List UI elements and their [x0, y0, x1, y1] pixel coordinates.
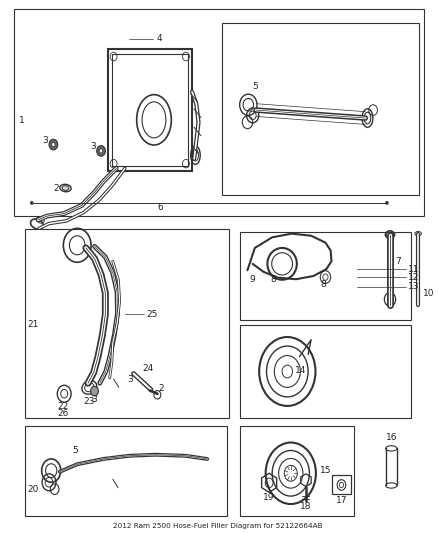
Bar	[240, 325, 411, 418]
Bar	[25, 425, 227, 516]
Text: 3: 3	[90, 142, 96, 151]
Text: 7: 7	[395, 257, 401, 265]
Circle shape	[49, 139, 58, 150]
Bar	[240, 232, 411, 319]
Text: 10: 10	[423, 288, 434, 297]
Text: 11: 11	[408, 265, 419, 273]
Text: 17: 17	[336, 496, 347, 505]
Text: 24: 24	[142, 364, 153, 373]
Text: 15: 15	[320, 466, 332, 475]
Text: 9: 9	[250, 274, 255, 284]
Text: 6: 6	[157, 203, 163, 212]
Bar	[332, 475, 351, 495]
Text: 8: 8	[270, 274, 276, 284]
Bar	[108, 49, 192, 171]
Text: 3: 3	[42, 136, 48, 145]
Text: 20: 20	[28, 484, 39, 494]
Bar	[223, 22, 420, 195]
Text: 2: 2	[159, 384, 164, 393]
Text: 19: 19	[263, 493, 275, 502]
Bar	[240, 425, 354, 516]
Text: 13: 13	[408, 282, 419, 291]
Text: 1: 1	[19, 116, 25, 125]
Text: 5: 5	[72, 446, 78, 455]
Circle shape	[99, 149, 103, 153]
Text: 12: 12	[408, 272, 419, 281]
Text: 8: 8	[321, 280, 326, 289]
Text: 21: 21	[28, 320, 39, 329]
Circle shape	[386, 201, 388, 205]
Text: 23: 23	[84, 397, 95, 406]
Text: 5: 5	[253, 82, 258, 91]
Circle shape	[91, 386, 99, 396]
Text: 16: 16	[385, 433, 397, 442]
Text: 18: 18	[300, 502, 312, 511]
Text: 2012 Ram 2500 Hose-Fuel Filler Diagram for 52122664AB: 2012 Ram 2500 Hose-Fuel Filler Diagram f…	[113, 523, 323, 529]
Text: 14: 14	[295, 366, 307, 375]
Circle shape	[97, 146, 106, 156]
Bar	[25, 229, 229, 418]
Text: 3: 3	[127, 375, 133, 384]
Text: 25: 25	[147, 310, 158, 319]
Circle shape	[52, 142, 55, 147]
Bar	[112, 54, 187, 166]
Text: 3: 3	[91, 394, 96, 403]
Text: 2: 2	[53, 184, 59, 193]
Text: 26: 26	[58, 409, 69, 418]
Text: 4: 4	[156, 34, 162, 43]
Text: 22: 22	[58, 402, 69, 411]
Ellipse shape	[62, 185, 69, 190]
Bar	[14, 10, 424, 216]
Circle shape	[30, 201, 33, 205]
